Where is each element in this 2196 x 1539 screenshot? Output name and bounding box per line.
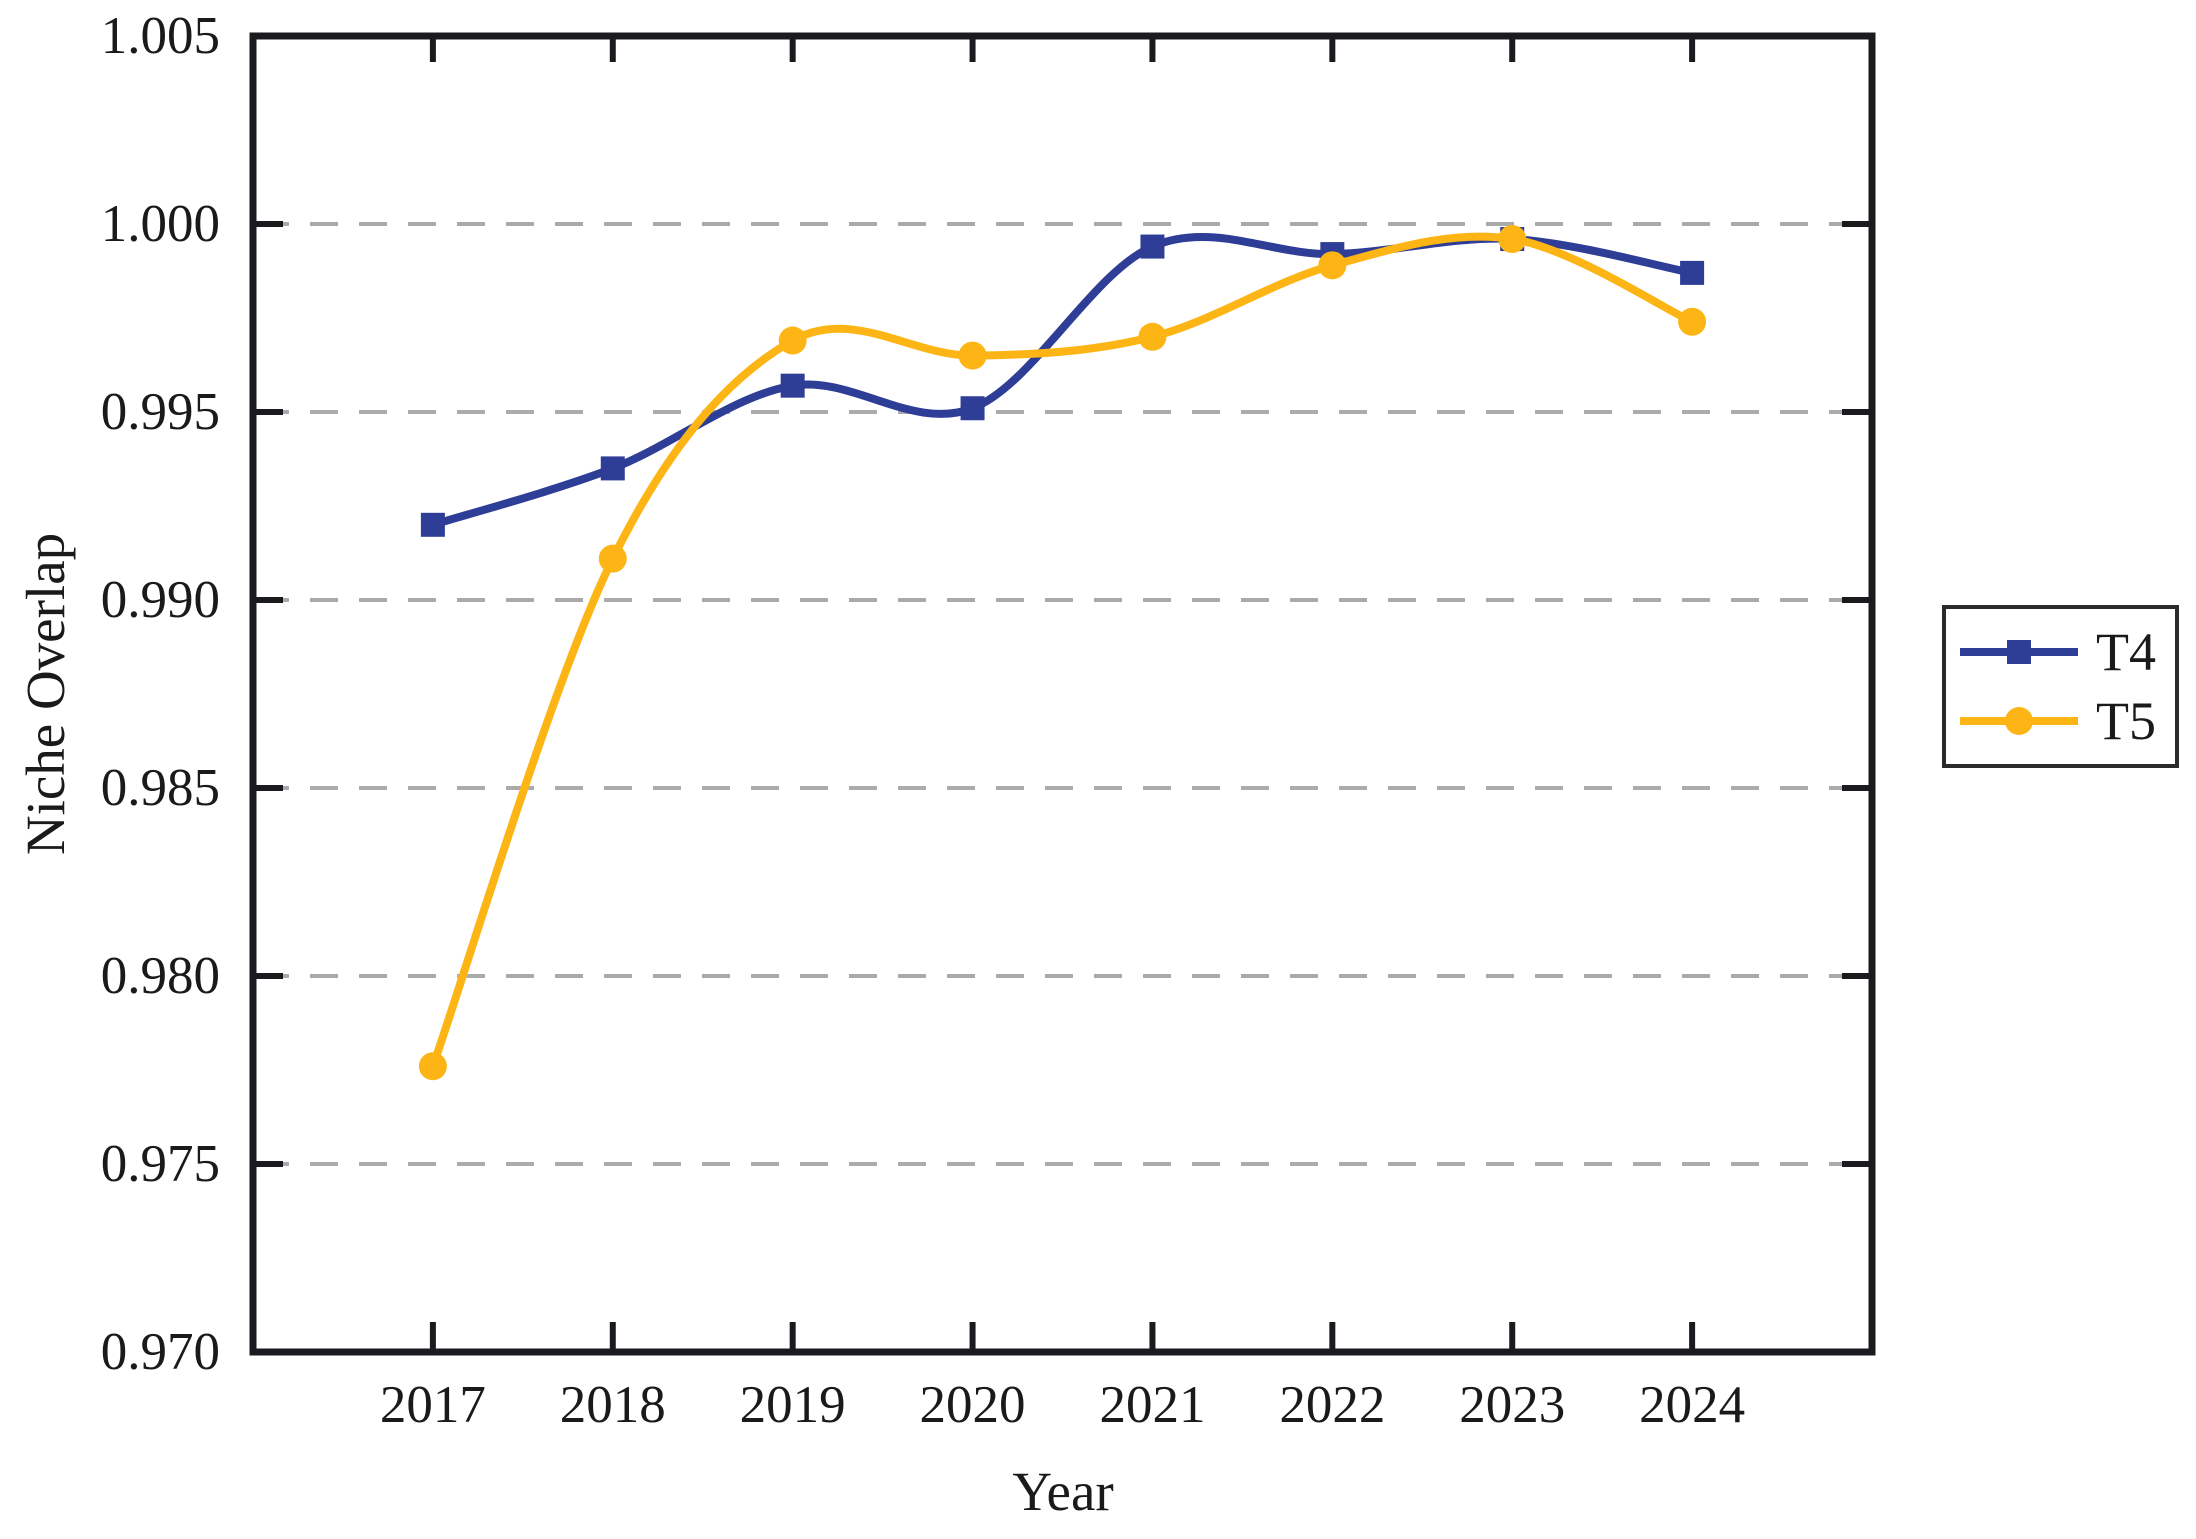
axis-frame: [249, 32, 1876, 1356]
series-line-T5: [428, 232, 1697, 1071]
y-axis-title: Niche Overlap: [15, 532, 76, 856]
x-tick-label-2021: 2021: [1099, 1376, 1206, 1434]
series-line-T4: [428, 233, 1697, 529]
x-tick-label-2022: 2022: [1279, 1376, 1386, 1434]
marker-T5-2020: [958, 341, 987, 370]
marker-T4-2020: [960, 396, 985, 421]
marker-T5-2022: [1318, 251, 1347, 280]
y-tick-label-0.990: 0.990: [100, 571, 220, 629]
x-tick-label-2018: 2018: [559, 1376, 666, 1434]
x-axis-title: Year: [1012, 1461, 1114, 1522]
y-tick-label-0.985: 0.985: [100, 759, 220, 817]
marker-T4-2017: [420, 512, 445, 537]
y-tick-label-1.005: 1.005: [100, 7, 220, 65]
legend-label-T4: T4: [2096, 622, 2156, 682]
x-tick-label-2017: 2017: [379, 1376, 486, 1434]
legend-item-T5: T5: [1958, 693, 2165, 749]
marker-T5-2024: [1678, 307, 1707, 336]
x-tick-label-2023: 2023: [1459, 1376, 1566, 1434]
legend-swatch-T5-icon: [1960, 707, 2078, 735]
legend-swatch-T4-icon: [1960, 640, 2078, 664]
legend-item-T4: T4: [1958, 624, 2165, 680]
y-tick-label-0.970: 0.970: [100, 1323, 220, 1381]
x-tick-label-2019: 2019: [739, 1376, 846, 1434]
marker-T5-2019: [778, 326, 807, 355]
legend-label-T5: T5: [2096, 691, 2156, 751]
marker-T4-2018: [600, 456, 625, 481]
x-tick-label-2024: 2024: [1639, 1376, 1746, 1434]
legend-box: T4 T5: [1942, 605, 2179, 768]
x-tick-label-2020: 2020: [919, 1376, 1026, 1434]
marker-T5-2023: [1498, 225, 1527, 254]
marker-T4-2024: [1680, 260, 1705, 285]
marker-T5-2017: [418, 1052, 447, 1081]
marker-T4-2021: [1140, 234, 1165, 259]
marker-T4-2019: [780, 373, 805, 398]
y-tick-label-1.000: 1.000: [100, 195, 220, 253]
y-tick-label-0.995: 0.995: [100, 383, 220, 441]
y-tick-label-0.980: 0.980: [100, 947, 220, 1005]
y-tick-label-0.975: 0.975: [100, 1135, 220, 1193]
marker-T5-2021: [1138, 322, 1167, 351]
marker-T5-2018: [598, 544, 627, 573]
